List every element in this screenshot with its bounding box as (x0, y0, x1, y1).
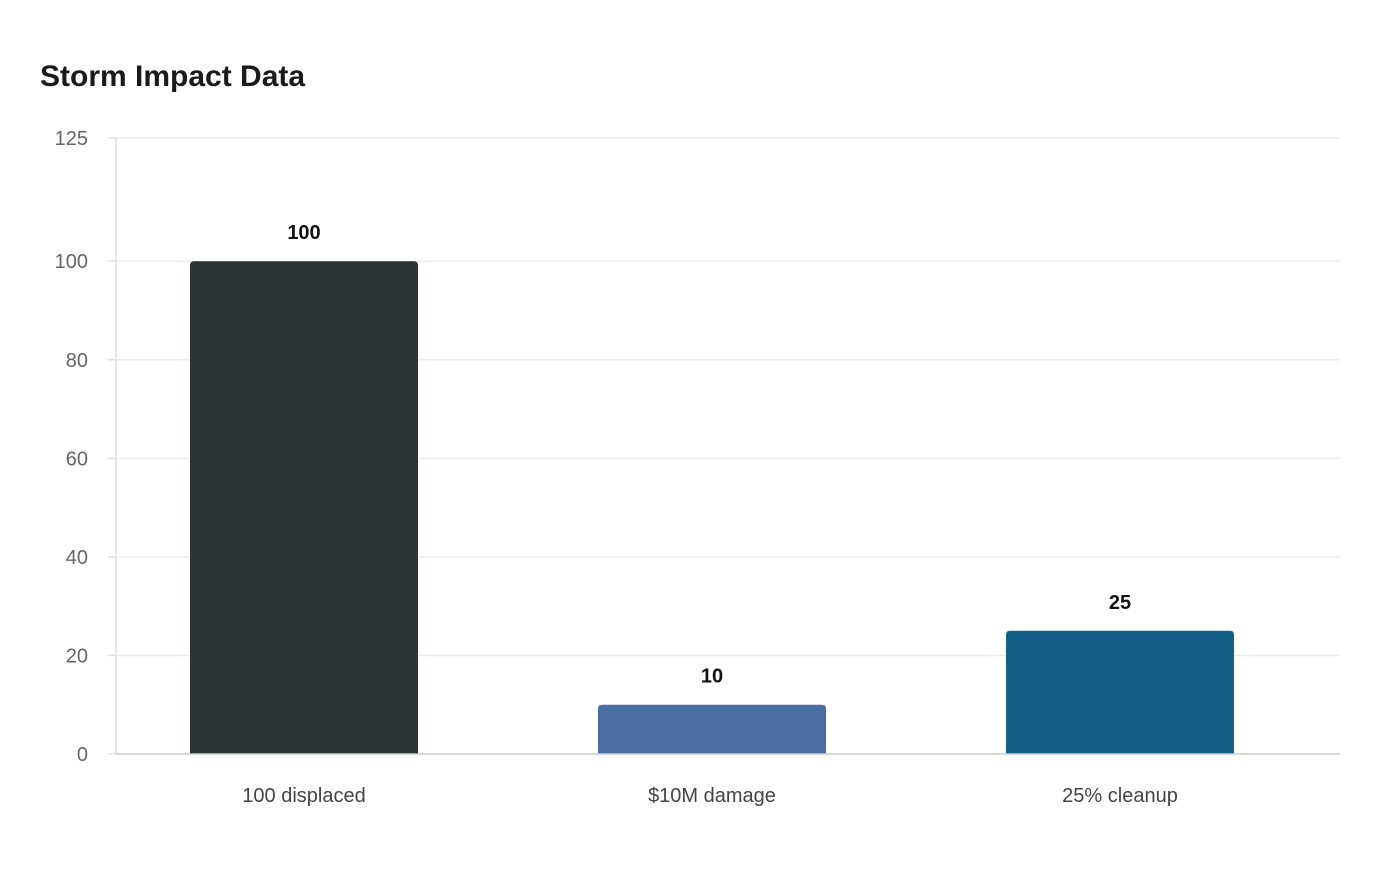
y-tick-label: 60 (66, 448, 88, 470)
chart-title: Storm Impact Data (40, 60, 306, 93)
bar-1[interactable] (190, 261, 418, 754)
y-tick-label: 100 (55, 251, 88, 273)
data-label: 100 (287, 222, 320, 244)
y-axis-ticks: 0 20 40 60 80 100 125 (55, 128, 88, 766)
y-tick-label: 0 (77, 744, 88, 766)
data-label: 10 (701, 666, 723, 688)
x-axis-labels: 100 displaced $10M damage 25% cleanup (242, 785, 1178, 807)
x-tick-label: 25% cleanup (1062, 785, 1178, 807)
data-labels: 100 10 25 (287, 222, 1131, 688)
y-tick-label: 80 (66, 350, 88, 372)
data-label: 25 (1109, 592, 1131, 614)
y-tick-label: 125 (55, 128, 88, 150)
bars (190, 261, 1234, 754)
x-tick-label: 100 displaced (242, 785, 365, 807)
x-tick-label: $10M damage (648, 785, 776, 807)
y-tick-label: 40 (66, 547, 88, 569)
bar-2[interactable] (598, 704, 826, 754)
bar-3[interactable] (1006, 630, 1234, 754)
y-tick-label: 20 (66, 645, 88, 667)
